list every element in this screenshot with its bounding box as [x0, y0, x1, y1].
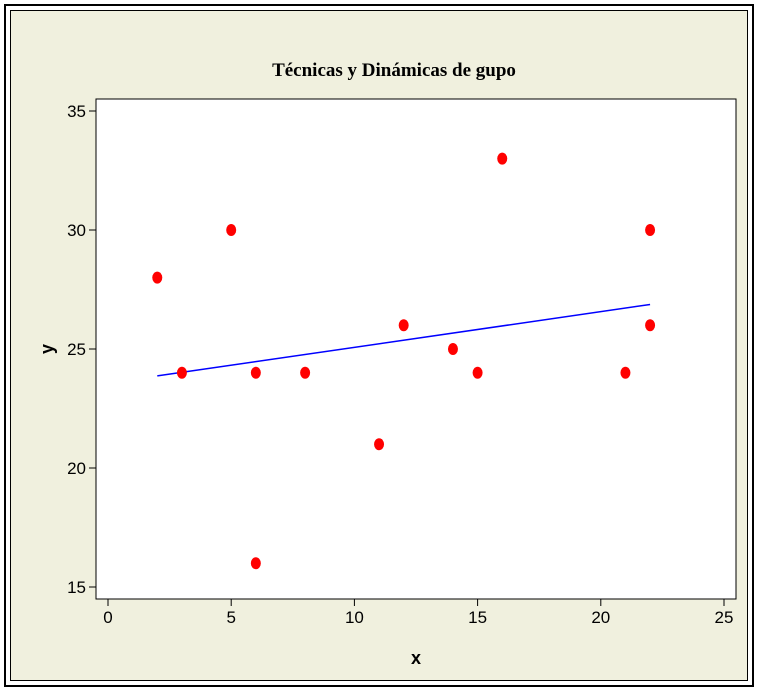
data-point: [300, 366, 311, 379]
y-tick-label: 15: [67, 578, 86, 597]
data-point: [374, 438, 385, 451]
data-point: [398, 319, 409, 332]
y-tick-label: 30: [67, 221, 86, 240]
plot-area: [95, 98, 737, 600]
data-point: [250, 557, 261, 570]
data-point: [152, 271, 163, 284]
x-tick-label: 5: [226, 608, 235, 627]
data-point: [176, 366, 187, 379]
y-tick-label: 25: [67, 340, 86, 359]
chart-title: Técnicas y Dinámicas de gupo: [272, 60, 516, 81]
x-axis: 0 5 10 15 20 25: [103, 599, 733, 627]
x-tick-label: 0: [103, 608, 112, 627]
y-axis: 15 20 25 30 35: [67, 102, 96, 597]
data-point: [447, 343, 458, 355]
data-point: [645, 224, 656, 236]
x-tick-label: 10: [345, 608, 364, 627]
data-point: [645, 319, 656, 332]
data-point: [226, 224, 237, 236]
data-point: [250, 366, 261, 379]
data-point: [620, 366, 631, 379]
y-axis-label: y: [37, 344, 57, 354]
x-tick-label: 25: [715, 608, 734, 627]
x-tick-label: 15: [468, 608, 487, 627]
y-tick-label: 35: [67, 102, 86, 121]
data-point: [472, 366, 483, 379]
y-tick-label: 20: [67, 459, 86, 478]
data-points: [152, 152, 656, 570]
x-axis-label: x: [411, 648, 421, 668]
regression-line: [157, 303, 651, 377]
x-tick-label: 20: [591, 608, 610, 627]
data-point: [497, 152, 508, 165]
